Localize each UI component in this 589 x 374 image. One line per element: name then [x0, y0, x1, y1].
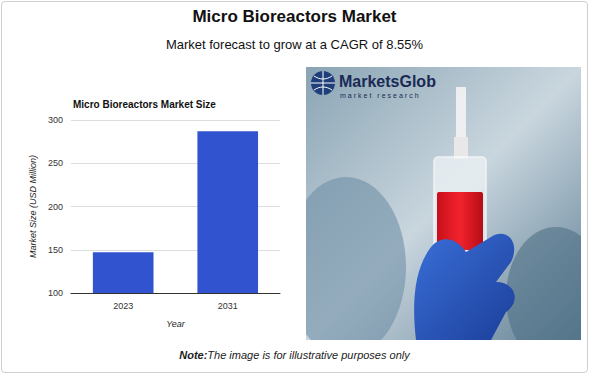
html-text:Note: The image is for illustr: Note: The image is for illustrative purp…	[179, 349, 410, 361]
svg-text:100: 100	[48, 288, 63, 298]
svg-text:2023: 2023	[113, 301, 133, 311]
svg-text:250: 250	[48, 158, 63, 168]
svg-text:market research: market research	[340, 92, 421, 99]
svg-text:MarketsGlob: MarketsGlob	[339, 73, 436, 90]
svg-text:Market Size (USD Million): Market Size (USD Million)	[28, 155, 38, 258]
svg-text:150: 150	[48, 245, 63, 255]
svg-text:2031: 2031	[218, 301, 238, 311]
svg-text:Year: Year	[166, 319, 186, 329]
svg-text:300: 300	[48, 115, 63, 125]
html-text:Micro Bioreactors Market: Micro Bioreactors Market	[192, 7, 397, 26]
svg-text:200: 200	[48, 202, 63, 212]
svg-text:Micro Bioreactors Market Size: Micro Bioreactors Market Size	[73, 99, 216, 110]
html-text:Market forecast to grow at a C: Market forecast to grow at a CAGR of 8.5…	[165, 37, 424, 52]
